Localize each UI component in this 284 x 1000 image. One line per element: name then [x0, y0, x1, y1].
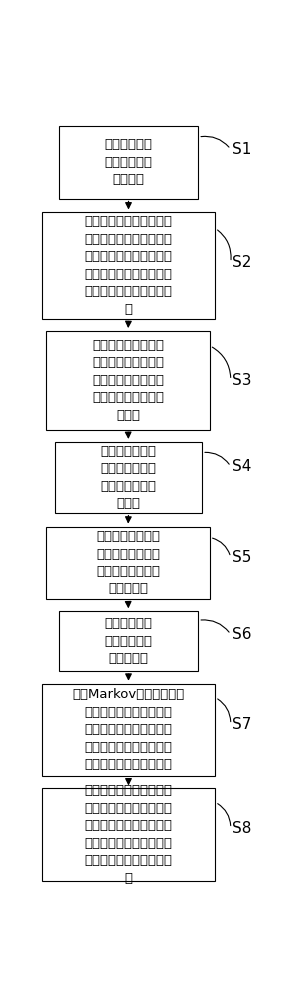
- Text: 将拥塞路段连接形成多组
交通拥塞相关联的拥塞路
段对，并根据拥塞路段对
内的第一路段的拥塞时间
进行多组拥塞路段对的排
序: 将拥塞路段连接形成多组 交通拥塞相关联的拥塞路 段对，并根据拥塞路段对 内的第一…: [85, 215, 172, 316]
- Text: 根据顶点的权重以及连接
两个顶点的有向边的权重
，计算交通拥塞树中每个
顶点的综合权重值，根据
综合权重确定交通拥塞瓶
颈: 根据顶点的权重以及连接 两个顶点的有向边的权重 ，计算交通拥塞树中每个 顶点的综…: [85, 784, 172, 885]
- Text: 分解有向图，获取
树，并最大化树的
有向边数目，形成
交通拥塞树: 分解有向图，获取 树，并最大化树的 有向边数目，形成 交通拥塞树: [96, 530, 160, 595]
- Text: 根据Markov模型的概率分
析算法分析交通拥塞树中
一个顶点传播至另一个相
邻顶点的概率，形成连接
两个顶点的有向边的权重: 根据Markov模型的概率分 析算法分析交通拥塞树中 一个顶点传播至另一个相 邻…: [72, 688, 185, 771]
- Text: 确定道路的拥
塞路段，记录
拥塞时间: 确定道路的拥 塞路段，记录 拥塞时间: [105, 138, 153, 186]
- Bar: [59, 126, 198, 199]
- Bar: [59, 611, 198, 671]
- Bar: [55, 442, 202, 513]
- Text: S3: S3: [232, 373, 252, 388]
- Text: S8: S8: [232, 821, 252, 836]
- Text: S6: S6: [232, 627, 252, 642]
- Text: S4: S4: [232, 459, 252, 474]
- Text: S7: S7: [232, 717, 252, 732]
- Bar: [42, 788, 215, 881]
- Text: 以形成拥塞路段
对序列为基础，
构建树形结构的
有向图: 以形成拥塞路段 对序列为基础， 构建树形结构的 有向图: [101, 445, 156, 510]
- Bar: [42, 684, 215, 776]
- Text: S1: S1: [232, 142, 252, 157]
- Text: S5: S5: [232, 550, 252, 565]
- Bar: [46, 331, 210, 430]
- Text: S2: S2: [232, 255, 252, 270]
- Text: 对交通拥塞树
的每个顶点进
行权重分配: 对交通拥塞树 的每个顶点进 行权重分配: [105, 617, 153, 665]
- Bar: [42, 212, 215, 319]
- Text: 删除排序后的拥塞路
段对中出现频率不满
足设定频率的拥塞路
段对，形成拥塞路段
对序列: 删除排序后的拥塞路 段对中出现频率不满 足设定频率的拥塞路 段对，形成拥塞路段 …: [92, 339, 164, 422]
- Bar: [46, 527, 210, 599]
